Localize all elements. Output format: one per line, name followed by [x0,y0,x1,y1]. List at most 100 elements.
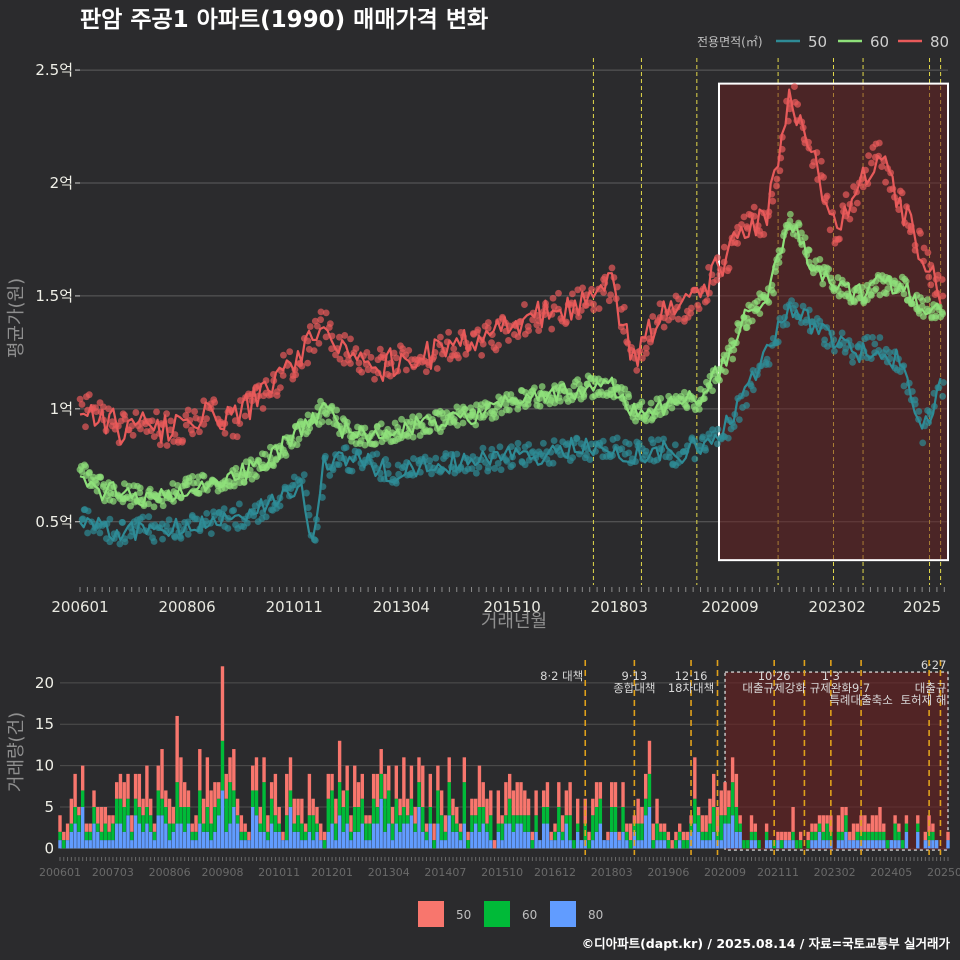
price-point-50 [641,451,649,459]
volume-bar-50 [330,773,334,791]
volume-bar-80 [458,840,463,849]
volume-bar-60 [341,806,346,832]
volume-bar-50 [368,815,372,824]
price-point-60 [786,217,794,225]
price-x-tick-label-1: 200806 [158,598,215,616]
volume-bar-80 [266,840,270,849]
price-point-80 [846,215,854,223]
price-point-80 [478,351,486,359]
price-point-60 [240,479,248,486]
volume-bar-60 [553,831,557,841]
volume-bar-50 [171,806,176,824]
volume-bar-60 [171,823,176,832]
volume-bar-60 [447,782,451,816]
price-point-50 [799,302,807,310]
volume-bar-80 [693,823,697,849]
volume-bar-80 [504,823,508,849]
volume-bar-80 [564,823,569,849]
price-point-50 [539,439,547,447]
price-x-tick-label-2: 201011 [266,598,323,616]
volume-bar-50 [96,806,100,824]
volume-x-tick-label-3: 200908 [201,866,243,879]
volume-bar-60 [69,823,74,832]
volume-bar-50 [390,806,395,824]
volume-bar-80 [734,831,739,849]
price-point-50 [583,451,590,459]
volume-y-tick-label-4: 20 [35,674,54,692]
volume-bar-60 [666,840,671,849]
volume-bar-60 [693,798,697,824]
volume-bar-50 [277,806,281,824]
price-point-60 [109,497,117,505]
volume-bar-50 [315,806,319,824]
volume-bar-50 [356,782,361,807]
price-point-80 [446,355,454,363]
volume-bar-50 [523,790,527,816]
price-point-50 [139,513,147,521]
volume-bar-60 [288,790,293,807]
volume-bar-50 [855,823,860,832]
volume-bar-80 [489,840,493,849]
volume-bar-50 [481,782,485,807]
price-point-50 [919,439,927,447]
price-point-50 [78,516,86,523]
price-point-80 [82,423,89,431]
price-point-50 [224,524,232,532]
volume-x-tick-label-10: 201803 [591,866,633,879]
volume-bar-80 [167,840,172,849]
volume-bar-60 [640,823,644,841]
volume-bar-60 [73,806,77,824]
price-x-tick-label-5: 201803 [591,598,648,616]
price-point-80 [178,438,186,446]
price-point-80 [371,375,378,383]
price-point-50 [749,386,757,394]
volume-bar-50 [904,815,909,824]
volume-bar-60 [58,831,62,841]
price-point-80 [280,351,287,359]
volume-bar-80 [738,831,742,849]
volume-bar-50 [383,773,387,799]
volume-bar-50 [311,798,315,816]
volume-bar-50 [118,773,123,799]
volume-bar-60 [534,815,538,832]
volume-bar-60 [160,798,164,816]
volume-bar-60 [209,823,213,841]
price-point-80 [292,371,300,379]
volume-bar-80 [934,840,939,849]
volume-bar-50 [666,831,671,841]
volume-bar-50 [882,823,886,832]
price-highlight-rect [717,82,949,562]
volume-bar-80 [439,840,444,849]
volume-bar-50 [88,823,92,832]
volume-bar-80 [882,840,886,849]
volume-bar-80 [179,823,183,849]
volume-bar-60 [269,798,274,824]
volume-bar-50 [183,782,187,807]
price-point-50 [432,454,440,462]
volume-bar-50 [923,831,928,841]
price-point-80 [882,178,889,186]
volume-bar-50 [492,840,497,849]
volume-bar-50 [228,757,232,783]
price-point-60 [722,368,729,376]
price-point-50 [475,463,483,471]
price-point-50 [730,423,738,431]
volume-bar-50 [791,806,795,832]
volume-x-tick-label-16: 202508 [927,866,960,879]
price-point-60 [461,405,469,413]
volume-annotation-10: 특례대출축소 [829,693,892,707]
volume-bar-80 [262,831,266,849]
price-point-80 [322,333,330,341]
volume-bar-60 [628,840,633,849]
volume-bar-60 [485,823,489,832]
volume-bar-50 [398,798,402,816]
volume-bar-60 [349,831,353,841]
price-point-80 [878,163,886,171]
volume-bar-50 [621,782,625,807]
volume-bar-50 [500,815,504,824]
volume-bar-50 [179,757,183,807]
volume-bar-80 [568,840,572,849]
volume-bar-80 [285,840,289,849]
volume-bar-60 [500,823,504,841]
volume-bar-60 [893,823,897,841]
